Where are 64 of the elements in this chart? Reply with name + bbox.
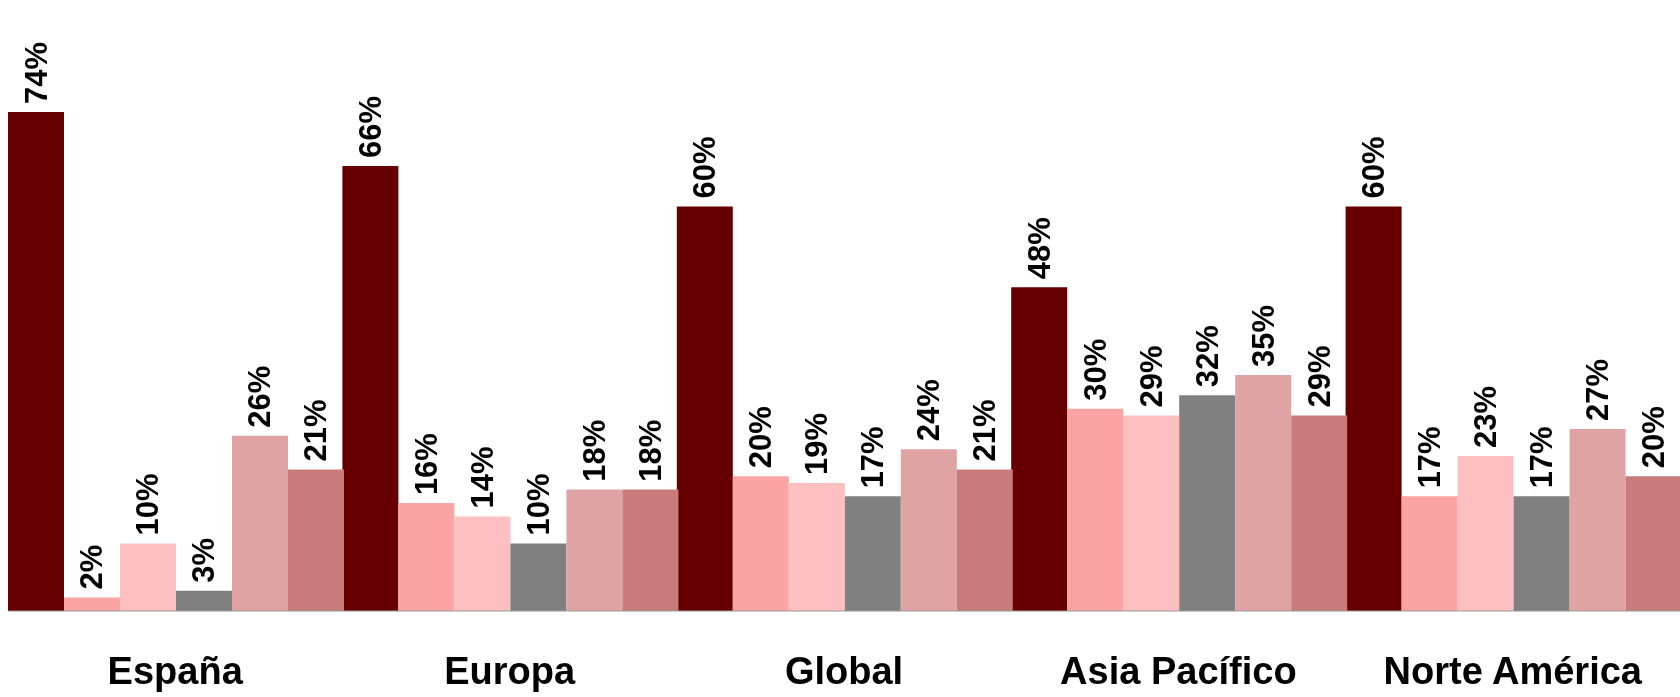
bar [844,496,901,611]
bar [1457,455,1514,611]
data-label: 32% [1189,325,1225,388]
data-label: 30% [1077,338,1113,401]
data-label: 48% [1021,217,1057,280]
bar [8,112,64,611]
data-label: 18% [632,419,668,482]
data-label: 35% [1245,304,1281,367]
bar [1011,287,1068,611]
data-label: 21% [967,399,1003,462]
bar [622,489,679,611]
bar [1345,206,1402,611]
data-label: 29% [1133,345,1169,408]
bar [956,469,1013,611]
data-label: 20% [743,406,779,469]
bar [454,516,511,611]
data-label: 2% [74,544,110,590]
bar [1291,415,1348,611]
bar [1067,408,1124,611]
bar [1513,496,1570,611]
data-label: 26% [242,365,278,428]
data-label: 19% [799,412,835,475]
data-label: 60% [1356,136,1392,199]
data-label: 10% [130,473,166,536]
x-tick-label: Norte América [1383,649,1643,692]
bar [398,503,455,611]
bar [510,543,567,611]
data-label: 60% [687,136,723,199]
data-label: 66% [352,95,388,158]
data-label: 16% [408,433,444,496]
bar [232,435,288,611]
x-tick-label: Global [784,649,904,692]
x-tick-label: España [107,649,244,692]
bar [1235,374,1292,611]
bar [288,469,344,611]
data-label: 24% [911,379,947,442]
bar [1625,476,1680,611]
bar [732,476,789,611]
bar [676,206,733,611]
bar [1123,415,1180,611]
data-label: 10% [520,473,556,536]
bar [1569,428,1626,611]
bar [120,543,176,611]
data-label: 17% [855,426,891,489]
data-label: 18% [576,419,612,482]
bar [788,482,845,611]
data-label: 21% [298,399,334,462]
x-tick-label: Asia Pacífico [1060,649,1297,692]
x-tick-label: Europa [444,649,576,692]
bar [1179,395,1236,611]
bar [176,590,232,611]
data-label: 20% [1636,406,1672,469]
data-label: 29% [1301,345,1337,408]
data-label: 74% [18,41,54,104]
data-label: 14% [464,446,500,509]
bar [342,165,399,611]
bar [900,449,957,611]
bar [1401,496,1458,611]
bar [566,489,623,611]
data-label: 3% [186,537,222,583]
data-label: 17% [1412,426,1448,489]
data-label: 27% [1580,358,1616,421]
data-label: 17% [1524,426,1560,489]
data-label: 23% [1468,385,1504,448]
